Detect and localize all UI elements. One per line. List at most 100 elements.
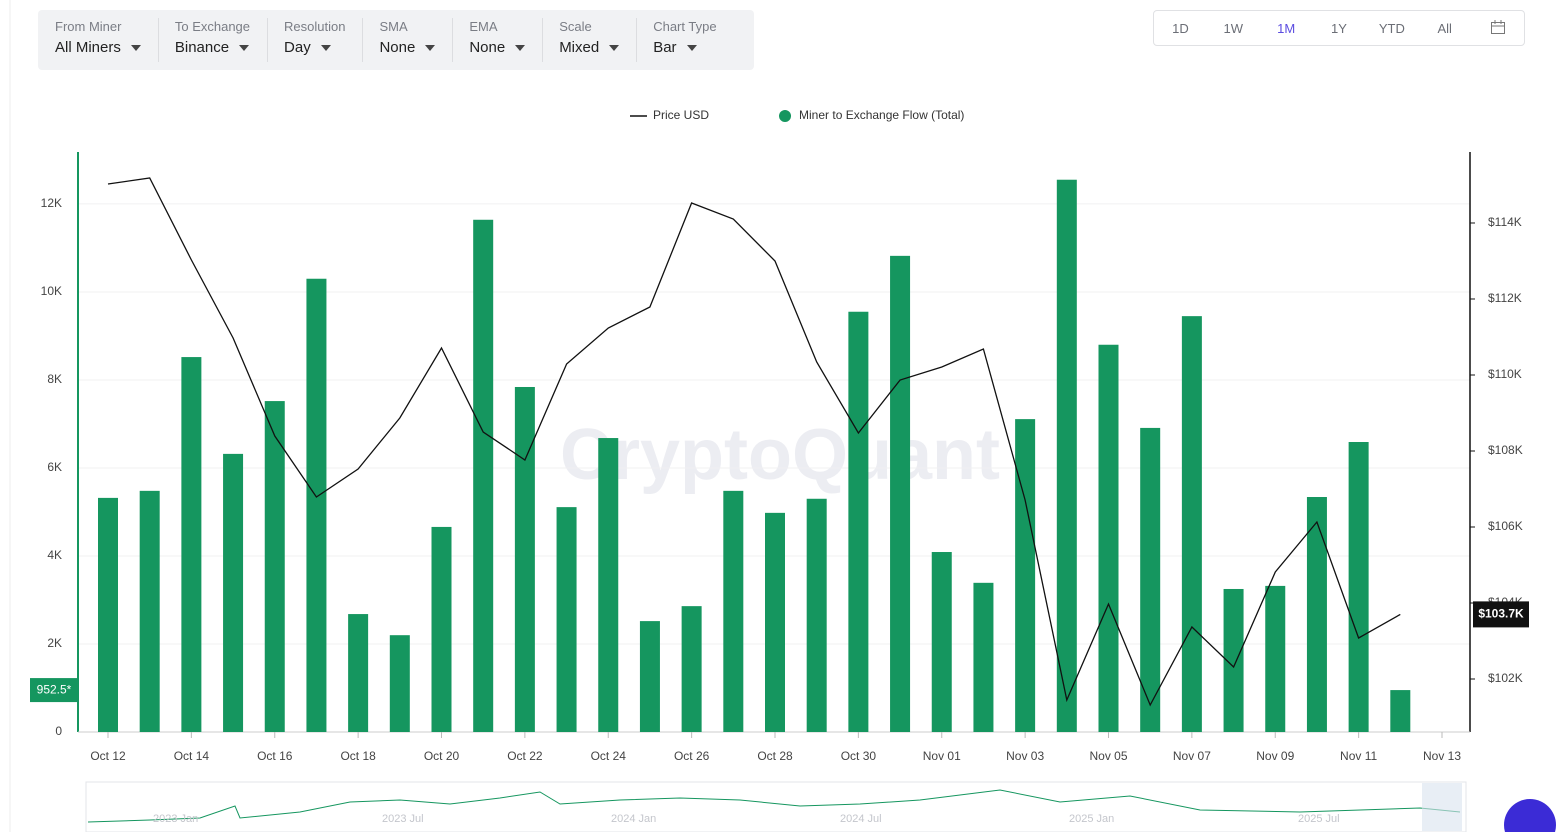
bar [1015,419,1036,732]
navigator-label: 2024 Jul [840,813,882,825]
filter[interactable]: To Exchange Binance [157,10,267,70]
x-tick-label: Oct 14 [174,749,210,763]
x-tick-label: Nov 05 [1089,749,1127,763]
bar [431,526,452,732]
filter[interactable]: Resolution Day [267,10,362,70]
filter-value-row: All Miners [55,39,141,56]
legend-marker [779,110,792,122]
bar [806,498,827,732]
filter-value-row: None [469,39,526,56]
bar [598,438,619,732]
y2-tick-label: $110K [1488,367,1522,381]
caret [686,45,697,52]
bar [723,490,744,732]
bar [514,386,535,732]
caret [609,45,620,52]
y2-tick-label: $114K [1488,215,1522,229]
filter[interactable]: EMA None [452,10,542,70]
bar [223,453,244,732]
filter[interactable]: From Miner All Miners [38,10,158,70]
y2-tick-label: $102K [1488,671,1523,685]
filter-value-row: Day [284,39,345,56]
x-tick-label: Oct 28 [757,749,793,763]
filter-value-row: Bar [653,39,716,56]
range-button[interactable]: 1W [1223,20,1244,36]
filter-value-row: Binance [175,39,250,56]
last-price-tag [1473,601,1529,628]
filter-value: Day [284,39,311,56]
calendar-icon [1490,19,1505,34]
filter-label: To Exchange [174,19,251,34]
y-tick-label: 10K [41,284,62,298]
chat-button[interactable] [1504,799,1556,832]
x-tick-label: Nov 13 [1423,749,1461,763]
navigator-window[interactable] [1422,783,1462,831]
bar [765,512,785,732]
filter-label: Chart Type [653,19,717,34]
filter[interactable]: Scale Mixed [542,10,636,70]
x-tick-label: Nov 09 [1256,749,1294,763]
range-button[interactable]: 1M [1277,20,1296,36]
bar [931,552,952,732]
filter-value: Binance [174,39,230,56]
filter-value-row: Mixed [559,39,620,56]
x-tick-label: Nov 11 [1340,749,1377,763]
bar [181,357,202,732]
bar [98,497,118,732]
range-selector: 1D 1W 1M 1Y YTD All [1153,10,1525,46]
y2-tick-label: $106K [1488,519,1523,533]
caret [130,45,141,52]
navigator-label: 2023 Jul [382,813,424,825]
caret [515,45,526,52]
calendar-button[interactable] [1471,19,1524,38]
bar [681,606,702,732]
y-tick-label: 8K [47,372,62,386]
x-tick-label: Oct 18 [340,749,376,763]
bar [973,582,994,732]
range-button[interactable]: YTD [1378,20,1405,36]
filter[interactable]: SMA None [362,10,452,70]
filter-value: None [469,39,506,56]
y-tick-label: 0 [55,724,62,738]
range-button[interactable]: All [1437,20,1452,36]
x-tick-label: Nov 07 [1173,749,1211,763]
filter-label: SMA [379,19,408,34]
navigator [85,781,1467,832]
range-button[interactable]: 1Y [1331,20,1347,36]
filter[interactable]: Chart Type Bar [636,10,733,70]
caret [239,45,250,52]
navigator-label: 2024 Jan [611,813,656,825]
bar [1140,427,1161,732]
x-tick-label: Oct 30 [841,749,877,763]
y2-tick-label: $104K [1488,595,1523,609]
bar [890,255,911,733]
bar [473,219,494,732]
y-tick-label: 2K [47,636,62,650]
last-value-tag [30,678,78,703]
x-tick-label: Nov 01 [923,749,961,763]
bar [1306,497,1327,732]
range-button[interactable]: 1D [1172,20,1189,36]
bar [306,278,327,732]
y2-tick-label: $108K [1488,443,1523,457]
bar [1098,344,1119,732]
filter-label: EMA [469,19,498,34]
x-tick-label: Oct 26 [674,749,710,763]
x-tick-label: Oct 20 [424,749,460,763]
last-value-label: 952.5* [37,682,72,696]
navigator-label: 2023 Jan [153,813,198,825]
price-line [107,177,1401,707]
filter-value: All Miners [55,39,121,56]
bar [1223,588,1244,732]
bar [1181,316,1202,732]
x-tick-label: Oct 22 [507,749,543,763]
filter-label: Scale [559,19,592,34]
last-price-label: $103.7K [1478,607,1524,621]
navigator-line [87,789,1461,823]
y-tick-label: 12K [41,196,62,210]
bar [1056,179,1077,733]
filter-value: Mixed [559,39,600,56]
bar [848,311,869,732]
